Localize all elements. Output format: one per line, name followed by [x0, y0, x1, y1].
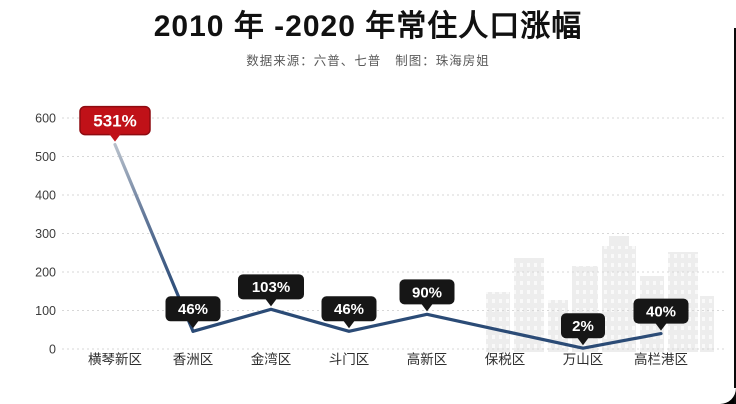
- x-category-label: 横琴新区: [88, 352, 142, 367]
- y-tick-label: 400: [35, 189, 56, 203]
- chart-header: 2010 年 -2020 年常住人口涨幅 数据来源：六普、七普 制图：珠海房姐: [0, 0, 736, 69]
- y-tick-label: 300: [35, 227, 56, 241]
- badge-value: 103%: [252, 279, 290, 296]
- badge-bg: [321, 296, 377, 322]
- value-badges: 531% 46% 103% 46% 90% 2% 40%: [79, 105, 689, 346]
- badge-bg: [561, 313, 605, 339]
- y-tick-label: 100: [35, 304, 56, 318]
- x-category-label: 高新区: [407, 351, 448, 367]
- y-tick-label: 0: [49, 343, 56, 357]
- badge-value: 46%: [178, 301, 208, 318]
- credit-label: 制图：珠海房姐: [395, 54, 490, 68]
- badge-bg: [399, 279, 455, 305]
- x-category-label: 万山区: [563, 352, 604, 367]
- category-axis: 横琴新区 香洲区 金湾区 斗门区 高新区 保税区 万山区 高栏港区: [88, 351, 688, 367]
- data-source-label: 数据来源：六普、七普: [246, 54, 382, 68]
- screenshot-right-border: [734, 28, 736, 404]
- badge-pointer: [343, 320, 355, 329]
- value-badge: 46%: [165, 296, 221, 329]
- value-badge: 103%: [238, 274, 304, 307]
- badge-pointer: [109, 133, 121, 142]
- badge-value: 2%: [572, 318, 594, 335]
- badge-pointer: [577, 337, 589, 346]
- badge-bg: [633, 298, 689, 324]
- x-category-label: 香洲区: [173, 352, 214, 367]
- badge-value: 46%: [334, 301, 364, 318]
- value-badge: 531%: [79, 105, 151, 142]
- badge-pointer: [187, 320, 199, 329]
- badge-value: 40%: [646, 304, 676, 321]
- chart-line: [191, 307, 663, 350]
- y-tick-label: 600: [35, 112, 56, 126]
- chart-subtitle: 数据来源：六普、七普 制图：珠海房姐: [0, 50, 736, 69]
- chart-title: 2010 年 -2020 年常住人口涨幅: [153, 10, 583, 43]
- x-category-label: 金湾区: [251, 351, 292, 367]
- badge-bg: [165, 296, 221, 322]
- badge-pointer: [265, 298, 277, 307]
- y-tick-label: 200: [35, 266, 56, 280]
- x-category-label: 高栏港区: [634, 351, 688, 367]
- value-badge: 40%: [633, 298, 689, 331]
- city-skyline-watermark-icon: [486, 236, 714, 352]
- badge-value: 90%: [412, 284, 442, 301]
- y-tick-label: 500: [35, 150, 56, 164]
- badge-bg: [238, 274, 304, 300]
- value-badge: 90%: [399, 279, 455, 312]
- badge-pointer: [655, 322, 667, 331]
- x-category-label: 斗门区: [329, 352, 370, 367]
- value-badge: 46%: [321, 296, 377, 329]
- value-badge: 2%: [561, 313, 605, 346]
- x-category-label: 保税区: [485, 352, 526, 367]
- badge-pointer: [421, 303, 433, 312]
- badge-value: 531%: [93, 112, 136, 131]
